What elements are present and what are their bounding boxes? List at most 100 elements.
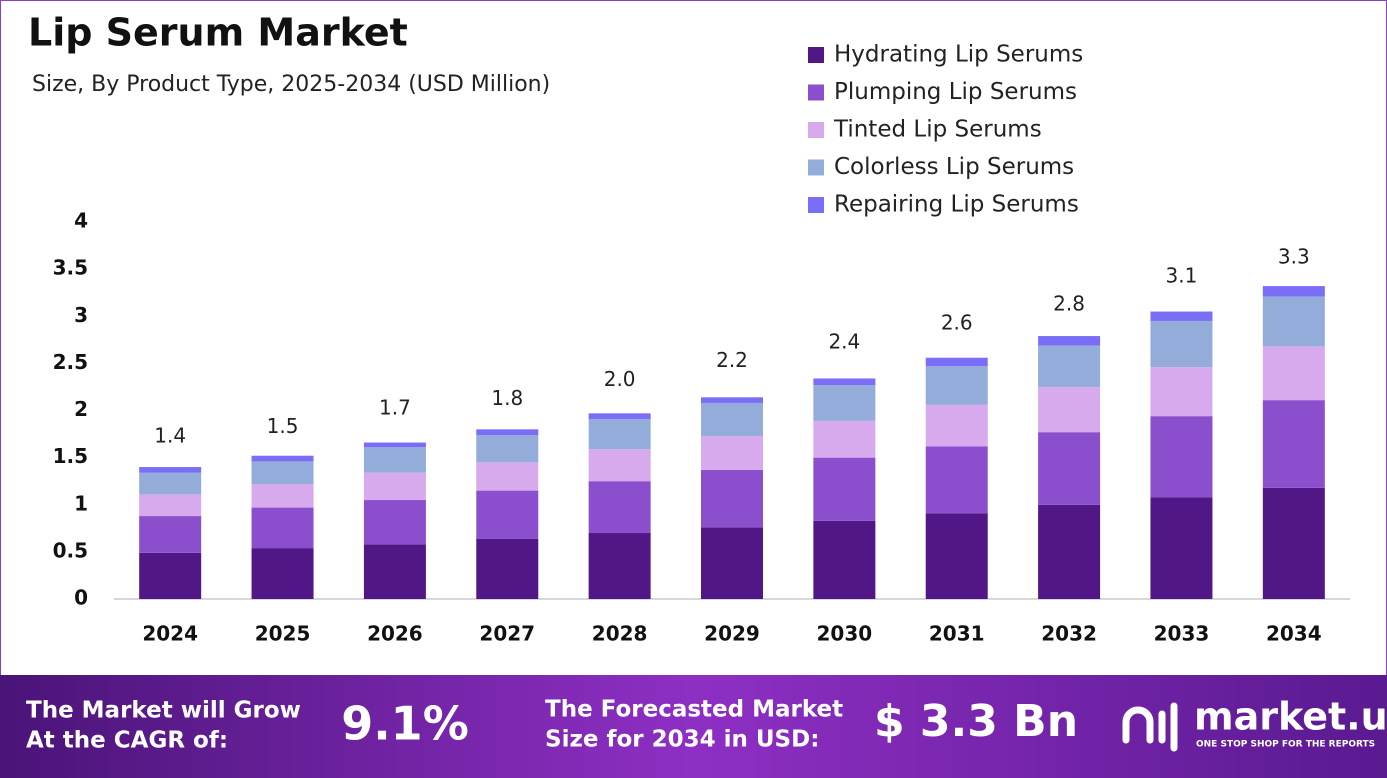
- forecast-text: Size for 2034 in USD:: [545, 727, 819, 753]
- bar-segment: [701, 397, 763, 403]
- bar-segment: [1038, 336, 1101, 346]
- bar-segment: [1150, 367, 1213, 417]
- bar-segment: [925, 513, 988, 599]
- bar-segment: [1038, 386, 1101, 433]
- bar-segment: [813, 420, 876, 458]
- bar-segment: [1262, 346, 1325, 401]
- y-tick-label: 0.5: [53, 538, 88, 562]
- bar-segment: [251, 484, 314, 508]
- x-tick-label: 2025: [255, 622, 311, 646]
- bar-segment: [1150, 497, 1213, 599]
- total-label: 2.6: [941, 310, 973, 334]
- forecast-text: The Forecasted Market: [545, 697, 843, 723]
- bar-segment: [813, 378, 876, 386]
- bar-segment: [251, 455, 314, 462]
- legend-swatch: [808, 159, 824, 176]
- logo-mark: [1122, 706, 1154, 744]
- bar-segment: [1262, 400, 1325, 488]
- cagr-value: 9.1%: [341, 697, 469, 751]
- bar-segment: [1038, 345, 1101, 387]
- bar-segment: [925, 357, 988, 367]
- legend-label: Tinted Lip Serums: [833, 117, 1042, 143]
- bar-segment: [701, 469, 763, 528]
- x-tick-label: 2034: [1266, 622, 1322, 646]
- x-tick-label: 2032: [1041, 622, 1097, 646]
- x-tick-label: 2030: [817, 622, 873, 646]
- bar-segment: [925, 404, 988, 447]
- bar-segment: [1150, 416, 1213, 498]
- legend-label: Hydrating Lip Serums: [834, 42, 1083, 68]
- y-tick-label: 3.5: [53, 256, 88, 280]
- y-tick-label: 3: [74, 303, 88, 327]
- bar-segment: [139, 467, 202, 473]
- bar-segment: [588, 533, 651, 599]
- bar-segment: [363, 544, 426, 599]
- bar-segment: [251, 461, 314, 485]
- bar-segment: [476, 462, 539, 491]
- bar-segment: [251, 507, 314, 549]
- x-tick-label: 2031: [929, 622, 985, 646]
- bar-segment: [701, 435, 763, 470]
- x-tick-label: 2026: [367, 622, 423, 646]
- total-label: 1.4: [154, 424, 186, 448]
- total-label: 2.4: [828, 329, 860, 353]
- bar-segment: [701, 402, 763, 436]
- bar-segment: [476, 490, 539, 539]
- forecast-value: $ 3.3 Bn: [874, 696, 1078, 747]
- bar-segment: [476, 538, 539, 599]
- bar-segment: [1038, 504, 1101, 599]
- chart-title: Lip Serum Market: [28, 11, 408, 55]
- total-label: 3.1: [1166, 263, 1198, 287]
- bar-segment: [701, 527, 763, 599]
- total-label: 1.8: [491, 386, 523, 410]
- bar-segment: [925, 446, 988, 514]
- total-label: 2.0: [604, 367, 636, 391]
- bar-segment: [363, 500, 426, 545]
- bar-segment: [813, 457, 876, 521]
- y-tick-label: 2: [74, 397, 88, 421]
- brand-logo: [1122, 702, 1178, 752]
- y-tick-label: 1.5: [53, 444, 88, 468]
- bar-segment: [588, 481, 651, 534]
- x-tick-label: 2024: [142, 622, 198, 646]
- bar-segment: [363, 447, 426, 473]
- bar-segment: [139, 516, 202, 553]
- x-tick-label: 2029: [704, 622, 760, 646]
- bar-segment: [588, 418, 651, 450]
- bar-segment: [1262, 487, 1325, 599]
- bar-segment: [1038, 432, 1101, 505]
- footer-band: [0, 675, 1387, 778]
- y-tick-label: 4: [74, 209, 88, 233]
- bar-segment: [1262, 296, 1325, 347]
- bar-segment: [363, 442, 426, 448]
- bar-segment: [925, 366, 988, 405]
- total-label: 1.7: [379, 395, 411, 419]
- bar-segment: [476, 435, 539, 463]
- x-tick-label: 2028: [592, 622, 648, 646]
- legend-label: Colorless Lip Serums: [834, 154, 1074, 180]
- bar-segment: [1262, 286, 1325, 297]
- chart-subtitle: Size, By Product Type, 2025-2034 (USD Mi…: [32, 72, 550, 97]
- bar-segment: [813, 385, 876, 421]
- bar-segment: [1150, 320, 1213, 368]
- y-tick-label: 2.5: [53, 350, 88, 374]
- bar-segment: [588, 413, 651, 419]
- x-tick-label: 2027: [479, 622, 535, 646]
- total-label: 2.8: [1053, 292, 1085, 316]
- total-label: 2.2: [716, 348, 748, 372]
- cagr-text: The Market will Grow: [26, 698, 301, 724]
- bar-segment: [363, 472, 426, 501]
- tagline: ONE STOP SHOP FOR THE REPORTS: [1196, 740, 1375, 750]
- legend-swatch: [808, 47, 824, 63]
- bar-segment: [813, 520, 876, 599]
- bar-segment: [139, 552, 202, 599]
- total-label: 1.5: [267, 414, 299, 438]
- bar-segment: [251, 548, 314, 599]
- bar-segment: [476, 429, 539, 436]
- legend-swatch: [808, 122, 824, 138]
- bar-segment: [588, 449, 651, 482]
- bar-segment: [139, 472, 202, 495]
- y-tick-label: 1: [74, 491, 88, 515]
